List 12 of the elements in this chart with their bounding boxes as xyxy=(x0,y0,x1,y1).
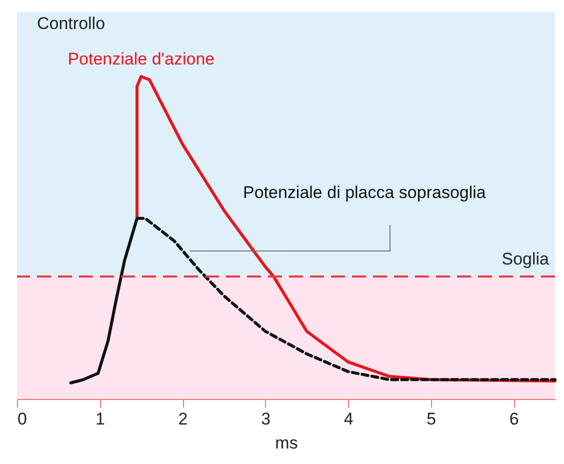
x-tick-label: 4 xyxy=(344,410,354,428)
text: Potenziale di placca soprasoglia xyxy=(243,183,486,202)
text: Controllo xyxy=(37,14,106,33)
x-axis-title: ms xyxy=(275,434,298,452)
x-tick-label: 5 xyxy=(426,410,436,428)
x-tick-label: 0 xyxy=(18,410,27,428)
series-label: Potenziale d'azione xyxy=(68,50,215,68)
x-tick-label: 6 xyxy=(509,410,519,428)
x-tick-label: 2 xyxy=(178,410,188,428)
x-tick-label: 3 xyxy=(261,410,271,428)
x-tick-label: 1 xyxy=(96,410,106,428)
ref-line-label: Soglia xyxy=(502,249,550,268)
